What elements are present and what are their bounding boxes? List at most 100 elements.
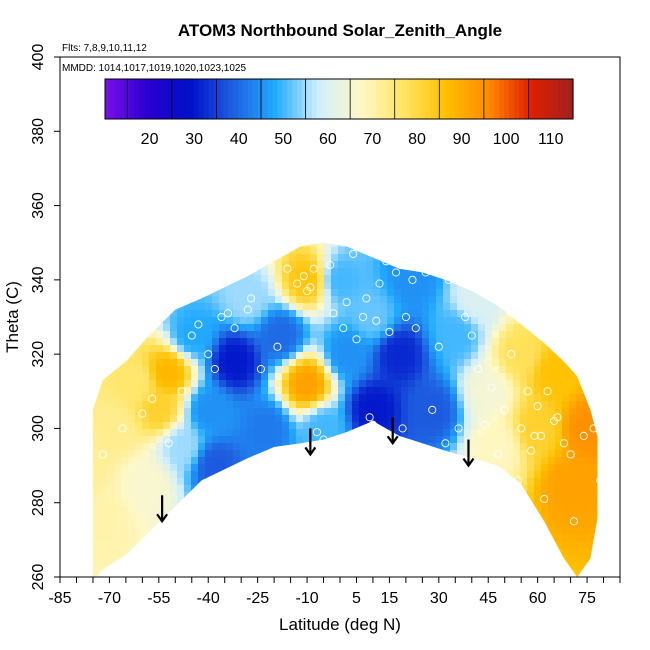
field-cell [177,422,185,430]
field-cell [247,310,255,318]
field-cell [373,310,381,318]
field-cell [317,282,325,290]
field-cell [282,401,290,409]
sample-point [434,342,443,351]
field-cell [303,429,311,437]
field-cell [268,359,276,367]
colorbar-segment [543,79,549,119]
field-cell [401,296,409,304]
colorbar-segment [528,79,535,119]
field-cell [450,289,458,297]
field-cell [352,310,360,318]
colorbar-segment [208,79,214,119]
sample-point [444,275,453,284]
field-cell [156,485,164,493]
field-cell [219,331,227,339]
field-cell [191,338,199,346]
field-cell [100,499,108,507]
field-cell [520,464,528,472]
field-cell [324,242,332,248]
colorbar-segment [469,79,476,119]
field-cell [422,422,430,430]
field-cell [233,352,241,360]
field-cell [450,282,458,290]
field-cell [520,436,528,444]
field-cell [590,457,598,465]
field-cell [268,310,276,318]
field-cell [359,415,367,423]
field-cell [478,296,486,304]
field-cell [338,401,346,409]
field-cell [527,457,535,465]
field-cell [443,408,451,416]
field-cell [373,408,381,416]
field-cell [226,415,234,423]
field-cell [205,443,213,451]
arrows [156,417,475,524]
field-cell [352,268,360,276]
field-cell [170,499,178,507]
field-cell [422,324,430,332]
field-cell [352,275,360,283]
field-cell [282,387,290,395]
field-cell [548,478,556,486]
field-cell [282,303,290,311]
field-cell [142,380,150,388]
field-cell [478,310,486,318]
colorbar-segment [435,79,441,119]
field-cell [254,310,262,318]
field-cell [534,506,542,514]
field-cell [198,429,206,437]
field-cell [520,387,528,395]
field-cell [226,408,234,416]
field-cell [464,303,472,311]
colorbar-segment [533,79,540,119]
colorbar-segment [164,79,170,119]
sample-point [293,279,302,288]
field-cell [128,457,136,465]
field-cell [457,296,465,304]
field-cell [198,352,206,360]
field-cell [506,471,514,479]
field-cell [436,415,444,423]
field-cell [450,352,458,360]
field-cell [191,359,199,367]
field-cell [212,408,220,416]
field-cell [387,282,395,290]
field-cell [492,450,500,458]
field-cell [513,408,521,416]
field-cell [128,464,136,472]
field-cell [268,317,276,325]
field-cell [289,303,297,311]
field-cell [163,422,171,430]
field-cell [100,527,108,535]
field-cell [331,282,339,290]
field-cell [93,548,101,556]
field-cell [93,429,101,437]
field-cell [177,394,185,402]
field-cell [380,317,388,325]
field-cell [100,478,108,486]
field-cell [93,401,101,409]
field-cell [289,380,297,388]
sample-point [569,517,578,526]
field-cell [464,310,472,318]
field-cell [205,436,213,444]
field-cell [107,485,115,493]
field-cell [457,394,465,402]
field-cell [184,415,192,423]
field-cell [555,450,563,458]
field-cell [198,380,206,388]
field-cell [254,408,262,416]
field-cell [478,373,486,381]
field-cell [163,506,171,514]
field-cell [590,513,598,521]
field-cell [198,457,206,465]
field-cell [359,380,367,388]
field-cell [499,352,507,360]
colorbar-segment [144,79,150,119]
field-cell [156,429,164,437]
field-cell [317,380,325,388]
field-cell [366,303,374,311]
field-cell [548,429,556,437]
